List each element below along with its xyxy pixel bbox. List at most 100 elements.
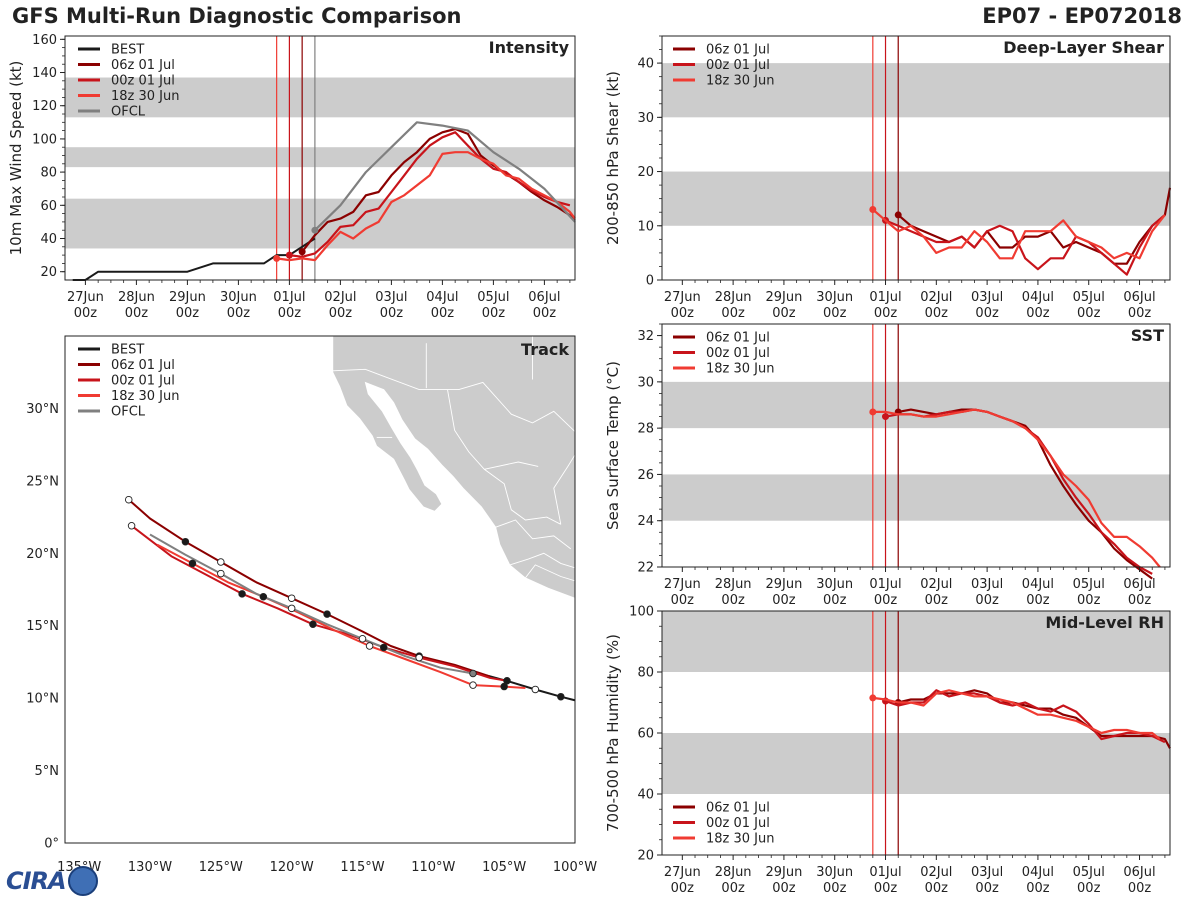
sst-start-marker-run18z xyxy=(869,408,877,416)
intensity-xtick-label-hour: 00z xyxy=(431,306,455,321)
intensity-band xyxy=(65,198,575,249)
rh-legend-label: 00z 01 Jul xyxy=(706,816,770,831)
rh-start-marker-run18z xyxy=(869,694,877,702)
shear-ytick-label: 10 xyxy=(637,219,654,234)
shear-xtick-label: 27Jun xyxy=(664,290,701,305)
intensity-ytick-label: 140 xyxy=(32,66,57,81)
intensity-xtick-label-hour: 00z xyxy=(176,306,200,321)
track-ytick-label: 30°N xyxy=(26,402,59,417)
track-position-marker xyxy=(415,653,423,662)
track-xtick-label: 115°W xyxy=(340,860,384,875)
rh-band xyxy=(662,733,1170,794)
rh-xtick-label: 27Jun xyxy=(664,865,701,880)
state-border xyxy=(509,552,575,569)
intensity-xtick-label-hour: 00z xyxy=(125,306,149,321)
rh-xtick-label: 03Jul xyxy=(971,865,1003,880)
sst-xtick-label-hour: 00z xyxy=(772,593,796,608)
sst-xtick-label: 29Jun xyxy=(765,577,802,592)
shear-xtick-label-hour: 00z xyxy=(1026,306,1050,321)
track-frame xyxy=(64,335,576,844)
shear-xtick-label: 02Jul xyxy=(920,290,952,305)
sst-ylabel: Sea Surface Temp (°C) xyxy=(604,361,622,530)
intensity-legend-label: 00z 01 Jul xyxy=(111,74,175,89)
sst-frame xyxy=(661,323,1171,568)
shear-ytick-label: 30 xyxy=(637,111,654,126)
rh-xtick-label-hour: 00z xyxy=(772,881,796,896)
sst-legend-label: 18z 30 Jun xyxy=(706,362,775,377)
intensity-xtick-label: 01Jul xyxy=(273,290,305,305)
intensity-band xyxy=(65,77,575,118)
track-position-marker xyxy=(181,537,190,546)
state-border xyxy=(447,389,562,525)
intensity-ytick-label: 160 xyxy=(32,33,57,48)
panel-rh: 20 40 60 80 100 700-500 hPa Humidity (%) 27Jun… xyxy=(604,605,1171,896)
intensity-band xyxy=(65,147,575,168)
shear-band xyxy=(662,63,1170,118)
rh-xtick-label-hour: 00z xyxy=(721,881,745,896)
rh-xtick-label-hour: 00z xyxy=(1026,881,1050,896)
panel-intensity: 20 40 60 80 100 120 140 160 10m Max Wind Speed (… xyxy=(7,33,576,321)
rh-ytick-label: 60 xyxy=(637,727,654,742)
rh-series-run18z xyxy=(872,689,1161,740)
track-position-marker xyxy=(469,669,477,678)
sst-ytick-label: 32 xyxy=(637,329,654,344)
track-position-marker xyxy=(124,495,133,504)
sst-xtick-label-hour: 00z xyxy=(823,593,847,608)
track-position-marker xyxy=(188,559,197,568)
rh-title: Mid-Level RH xyxy=(1045,613,1164,632)
track-ytick-label: 5°N xyxy=(35,764,60,779)
track-line-ofcl xyxy=(149,533,474,675)
track-legend-label: OFCL xyxy=(111,405,146,420)
shear-start-marker-run18z xyxy=(869,206,877,214)
shear-xtick-label: 30Jun xyxy=(816,290,853,305)
track-legend-label: 06z 01 Jul xyxy=(111,358,175,373)
rh-xtick-label-hour: 00z xyxy=(975,881,999,896)
rh-ytick-label: 80 xyxy=(637,666,654,681)
track-position-marker xyxy=(557,692,565,701)
track-ytick-label: 10°N xyxy=(26,692,59,707)
track-xtick-label: 120°W xyxy=(270,860,314,875)
sst-ytick-label: 24 xyxy=(637,514,654,529)
intensity-xtick-label: 27Jun xyxy=(67,290,104,305)
sst-xtick-label-hour: 00z xyxy=(1128,593,1152,608)
state-border xyxy=(484,461,539,470)
shear-xtick-label-hour: 00z xyxy=(874,306,898,321)
intensity-xtick-label-hour: 00z xyxy=(533,306,557,321)
sst-xtick-label-hour: 00z xyxy=(721,593,745,608)
intensity-xtick-label: 03Jul xyxy=(375,290,407,305)
shear-xtick-label-hour: 00z xyxy=(1077,306,1101,321)
rh-ytick-label: 20 xyxy=(637,849,654,864)
intensity-ytick-label: 20 xyxy=(40,265,57,280)
rh-xtick-label-hour: 00z xyxy=(874,881,898,896)
track-position-marker xyxy=(503,677,511,685)
sst-ytick-label: 26 xyxy=(637,468,654,483)
shear-start-marker-run06z xyxy=(894,211,902,219)
intensity-xtick-label-hour: 00z xyxy=(329,306,353,321)
track-position-marker xyxy=(217,569,225,578)
shear-xtick-label: 06Jul xyxy=(1123,290,1155,305)
track-position-marker xyxy=(365,642,374,650)
panel-track: 135°W130°W125°W120°W115°W110°W105°W100°W… xyxy=(26,335,597,875)
state-border xyxy=(332,368,575,432)
shear-xtick-label-hour: 00z xyxy=(975,306,999,321)
intensity-ytick-label: 60 xyxy=(40,199,57,214)
rh-xtick-label: 06Jul xyxy=(1123,865,1155,880)
track-ytick-label: 25°N xyxy=(26,474,59,489)
track-position-marker xyxy=(500,682,508,691)
shear-title: Deep-Layer Shear xyxy=(1003,38,1164,57)
intensity-series-run06z xyxy=(301,127,576,253)
rh-ytick-label: 40 xyxy=(637,788,654,803)
shear-xtick-label-hour: 00z xyxy=(772,306,796,321)
sst-xtick-label: 05Jul xyxy=(1073,577,1105,592)
shear-xtick-label-hour: 00z xyxy=(823,306,847,321)
intensity-ytick-label: 100 xyxy=(32,132,57,147)
track-ytick-label: 20°N xyxy=(26,547,59,562)
sst-xtick-label: 01Jul xyxy=(869,577,901,592)
track-position-marker xyxy=(323,610,331,618)
sst-ytick-label: 30 xyxy=(637,375,654,390)
intensity-legend-label: 18z 30 Jun xyxy=(111,89,180,104)
shear-legend-label: 06z 01 Jul xyxy=(706,43,770,58)
intensity-xtick-label: 30Jun xyxy=(220,290,257,305)
